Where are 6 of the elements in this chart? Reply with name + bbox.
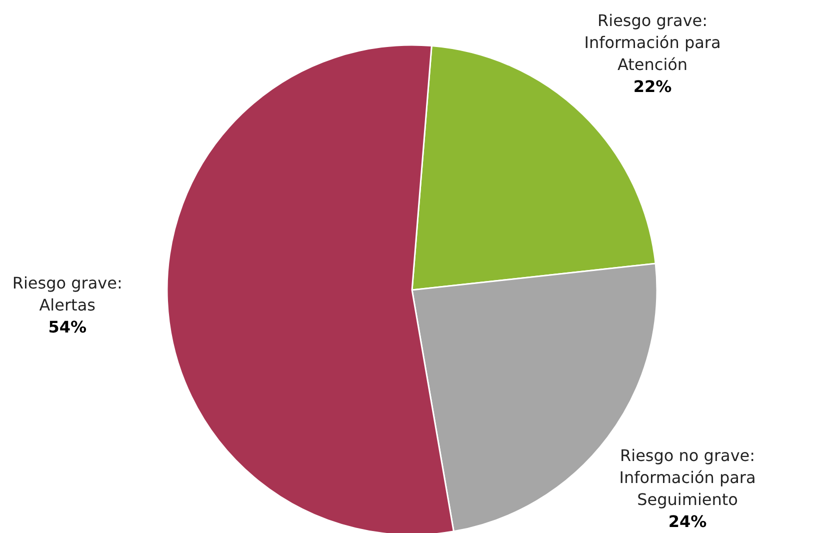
slice-label: Riesgo grave: Alertas	[12, 274, 122, 315]
data-label: 54%	[48, 318, 87, 337]
data-label: 24%	[668, 512, 707, 532]
data-label: 22%	[633, 77, 672, 96]
slice-label: Riesgo grave: Información para Atención	[584, 11, 721, 74]
slice-label: Riesgo no grave: Información para Seguimiento	[619, 446, 756, 510]
